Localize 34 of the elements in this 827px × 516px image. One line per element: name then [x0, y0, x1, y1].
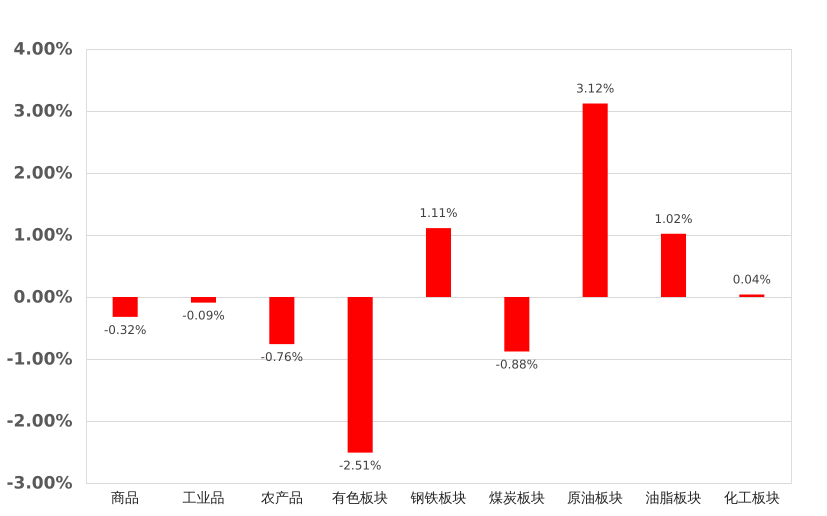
data-label: -0.76% — [260, 350, 304, 364]
x-tick-label: 煤炭板块 — [488, 490, 545, 506]
x-tick-label: 钢铁板块 — [410, 490, 466, 506]
data-label: 3.12% — [576, 82, 614, 96]
x-tick-label: 油脂板块 — [646, 490, 702, 506]
bar — [269, 297, 294, 344]
x-tick-label: 商品 — [111, 490, 140, 506]
y-tick-label: -1.00% — [6, 350, 72, 370]
x-tick-label: 有色板块 — [332, 490, 388, 506]
y-tick-label: 0.00% — [14, 288, 72, 308]
y-tick-label: 4.00% — [14, 40, 72, 60]
y-tick-label: 2.00% — [14, 164, 72, 184]
data-label: 0.04% — [732, 272, 771, 287]
bar — [112, 297, 138, 317]
x-tick-label: 化工板块 — [724, 490, 780, 506]
bar — [504, 297, 530, 352]
y-tick-label: -2.00% — [6, 412, 72, 432]
data-label: 1.02% — [654, 212, 693, 226]
data-label: -2.51% — [338, 458, 382, 473]
y-tick-label: 3.00% — [14, 102, 72, 122]
data-label: -0.09% — [182, 308, 225, 323]
data-label: -0.88% — [496, 358, 538, 372]
x-tick-label: 农产品 — [260, 490, 303, 506]
y-tick-label: 1.00% — [14, 226, 72, 246]
data-label: -0.32% — [104, 322, 146, 337]
x-tick-label: 工业品 — [182, 490, 224, 506]
x-tick-label: 原油板块 — [567, 490, 624, 506]
bar — [582, 104, 608, 297]
y-tick-label: -3.00% — [6, 474, 72, 494]
bar — [426, 228, 452, 297]
bar — [190, 297, 216, 303]
data-label: 1.11% — [419, 206, 458, 220]
bar — [348, 297, 373, 453]
bar — [660, 234, 686, 297]
